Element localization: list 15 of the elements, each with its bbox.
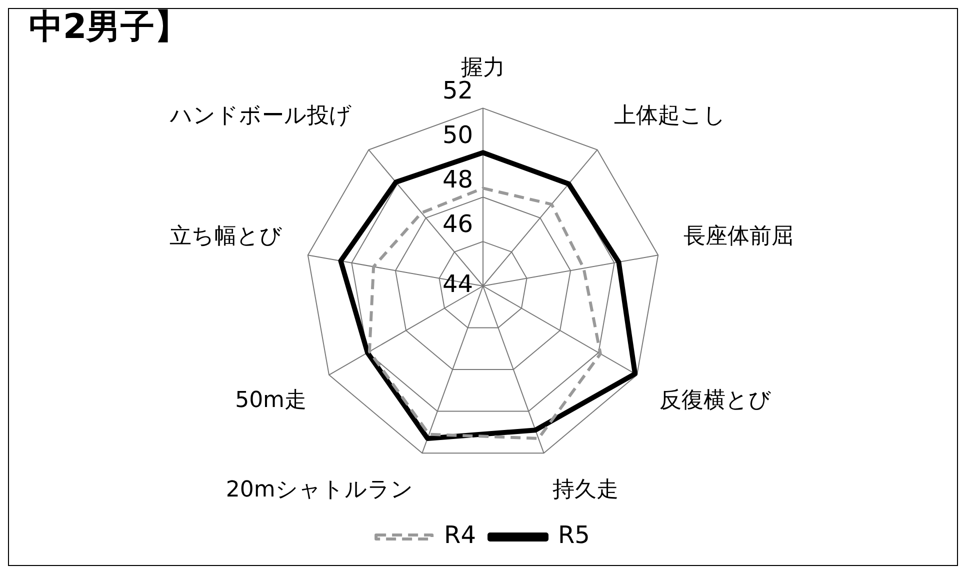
spoke-label: 持久走	[552, 477, 619, 502]
y-tick-label: 50	[442, 120, 473, 149]
legend-label: R4	[444, 521, 476, 550]
spoke-label: ハンドボール投げ	[169, 103, 352, 128]
y-tick-label: 46	[442, 210, 473, 238]
spoke-label: 長座体前屈	[684, 224, 794, 250]
spoke-label: 立ち幅とび	[169, 224, 282, 250]
spoke-label: 反復横とび	[659, 388, 772, 413]
y-tick-label: 44	[442, 270, 473, 298]
spoke-label: 20mシャトルラン	[226, 477, 414, 502]
spoke-label: 50m走	[235, 388, 307, 413]
chart-title: 中2男子】	[29, 7, 189, 48]
spoke-label: 上体起こし	[614, 103, 726, 128]
y-tick-label: 48	[442, 165, 473, 194]
legend-label: R5	[558, 521, 590, 550]
